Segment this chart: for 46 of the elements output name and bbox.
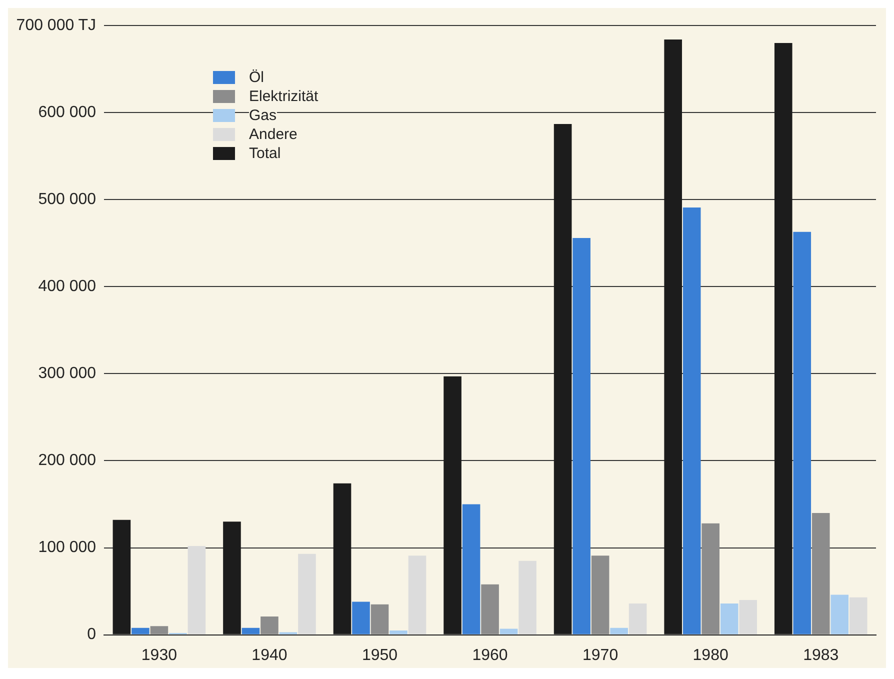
bar — [242, 628, 260, 634]
bar — [702, 523, 720, 634]
y-tick-label: 300 000 — [38, 365, 96, 382]
bar — [518, 560, 536, 634]
bar — [591, 556, 610, 634]
x-tick-label: 1950 — [362, 646, 398, 664]
bar — [610, 628, 628, 634]
bar — [572, 238, 590, 634]
bar — [390, 630, 408, 634]
bar — [830, 594, 849, 634]
bar — [500, 628, 518, 634]
legend-label: Total — [249, 144, 281, 163]
x-tick-label: 1980 — [692, 646, 728, 664]
y-tick-label: 200 000 — [38, 452, 96, 470]
bar — [720, 603, 738, 634]
x-tick-label: 1970 — [582, 646, 618, 664]
y-tick-label: 0 — [87, 626, 96, 644]
bar — [462, 504, 480, 634]
x-tick-label: 1983 — [803, 646, 839, 664]
bar — [793, 232, 812, 634]
bar — [260, 616, 278, 634]
y-tick-label: 600 000 — [38, 104, 96, 122]
legend-label: Gas — [249, 106, 277, 125]
bar — [739, 600, 757, 634]
bar — [150, 626, 168, 634]
bar — [628, 603, 647, 634]
legend-label: Öl — [249, 68, 264, 87]
bar — [682, 207, 701, 634]
bar — [408, 556, 426, 634]
legend-label: Andere — [249, 125, 298, 144]
bar — [298, 554, 316, 634]
legend-label: Elektrizität — [249, 87, 318, 106]
y-tick-label: 400 000 — [38, 278, 96, 296]
bar — [188, 546, 206, 634]
bar — [370, 604, 389, 634]
x-tick-label: 1940 — [252, 646, 288, 664]
bar — [849, 597, 868, 634]
y-tick-label: 100 000 — [38, 539, 96, 556]
x-tick-label: 1960 — [472, 646, 508, 664]
y-tick-label: 700 000 TJ — [16, 17, 96, 34]
bar — [812, 512, 830, 634]
bar — [481, 584, 499, 634]
x-tick-label: 1930 — [141, 646, 178, 664]
bar — [352, 602, 370, 634]
y-tick-label: 500 000 — [38, 191, 96, 208]
bar — [132, 628, 150, 634]
